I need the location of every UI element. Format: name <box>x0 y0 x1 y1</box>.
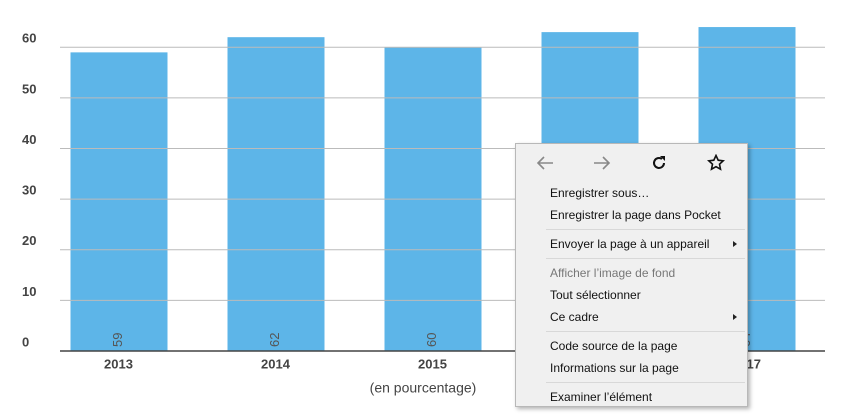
menu-item-label: Examiner l’élément <box>550 390 653 404</box>
separator <box>546 331 745 332</box>
menu-item-label: Informations sur la page <box>550 361 679 375</box>
bookmark-button[interactable] <box>687 154 744 172</box>
reload-button[interactable] <box>630 155 687 171</box>
x-tick-label: 2015 <box>418 356 447 371</box>
bar <box>70 52 168 351</box>
context-menu: Enregistrer sous… Enregistrer la page dan… <box>515 143 748 407</box>
menu-item[interactable]: Envoyer la page à un appareil <box>516 233 747 255</box>
y-tick-label: 30 <box>22 183 36 198</box>
submenu-arrow <box>733 314 737 320</box>
y-tick-label: 40 <box>22 132 36 147</box>
menu-item-label: Envoyer la page à un appareil <box>550 237 710 251</box>
y-tick-label: 0 <box>22 334 29 349</box>
separator <box>546 382 745 383</box>
x-axis-label: (en pourcentage) <box>370 380 477 396</box>
menu-item-label: Enregistrer la page dans Pocket <box>550 208 721 222</box>
value-label: 59 <box>110 333 125 347</box>
y-tick-label: 20 <box>22 233 36 248</box>
y-tick-label: 10 <box>22 284 36 299</box>
nav-row <box>516 144 747 182</box>
forward-button[interactable] <box>573 156 630 170</box>
menu-item-label: Tout sélectionner <box>550 288 641 302</box>
menu-item-label: Code source de la page <box>550 339 678 353</box>
menu-item-label: Ce cadre <box>550 310 599 324</box>
menu-item[interactable]: Enregistrer sous… <box>516 182 747 204</box>
menu-item-label: Enregistrer sous… <box>550 186 650 200</box>
menu-item[interactable]: Examiner l’élément <box>516 386 747 408</box>
bar <box>227 37 325 351</box>
menu-item[interactable]: Enregistrer la page dans Pocket <box>516 204 747 226</box>
value-label: 60 <box>424 333 439 347</box>
separator <box>546 258 745 259</box>
menu-item[interactable]: Informations sur la page <box>516 357 747 379</box>
x-tick-label: 2014 <box>261 356 291 371</box>
separator <box>546 229 745 230</box>
value-label: 62 <box>267 333 282 347</box>
menu-item[interactable]: Ce cadre <box>516 306 747 328</box>
menu-item: Afficher l’image de fond <box>516 262 747 284</box>
back-button[interactable] <box>516 156 573 170</box>
y-tick-label: 50 <box>22 81 36 96</box>
y-tick-label: 60 <box>22 31 36 46</box>
menu-item[interactable]: Tout sélectionner <box>516 284 747 306</box>
submenu-arrow <box>733 241 737 247</box>
menu-item-label: Afficher l’image de fond <box>550 266 676 280</box>
menu-item[interactable]: Code source de la page <box>516 335 747 357</box>
x-tick-label: 2013 <box>104 356 133 371</box>
